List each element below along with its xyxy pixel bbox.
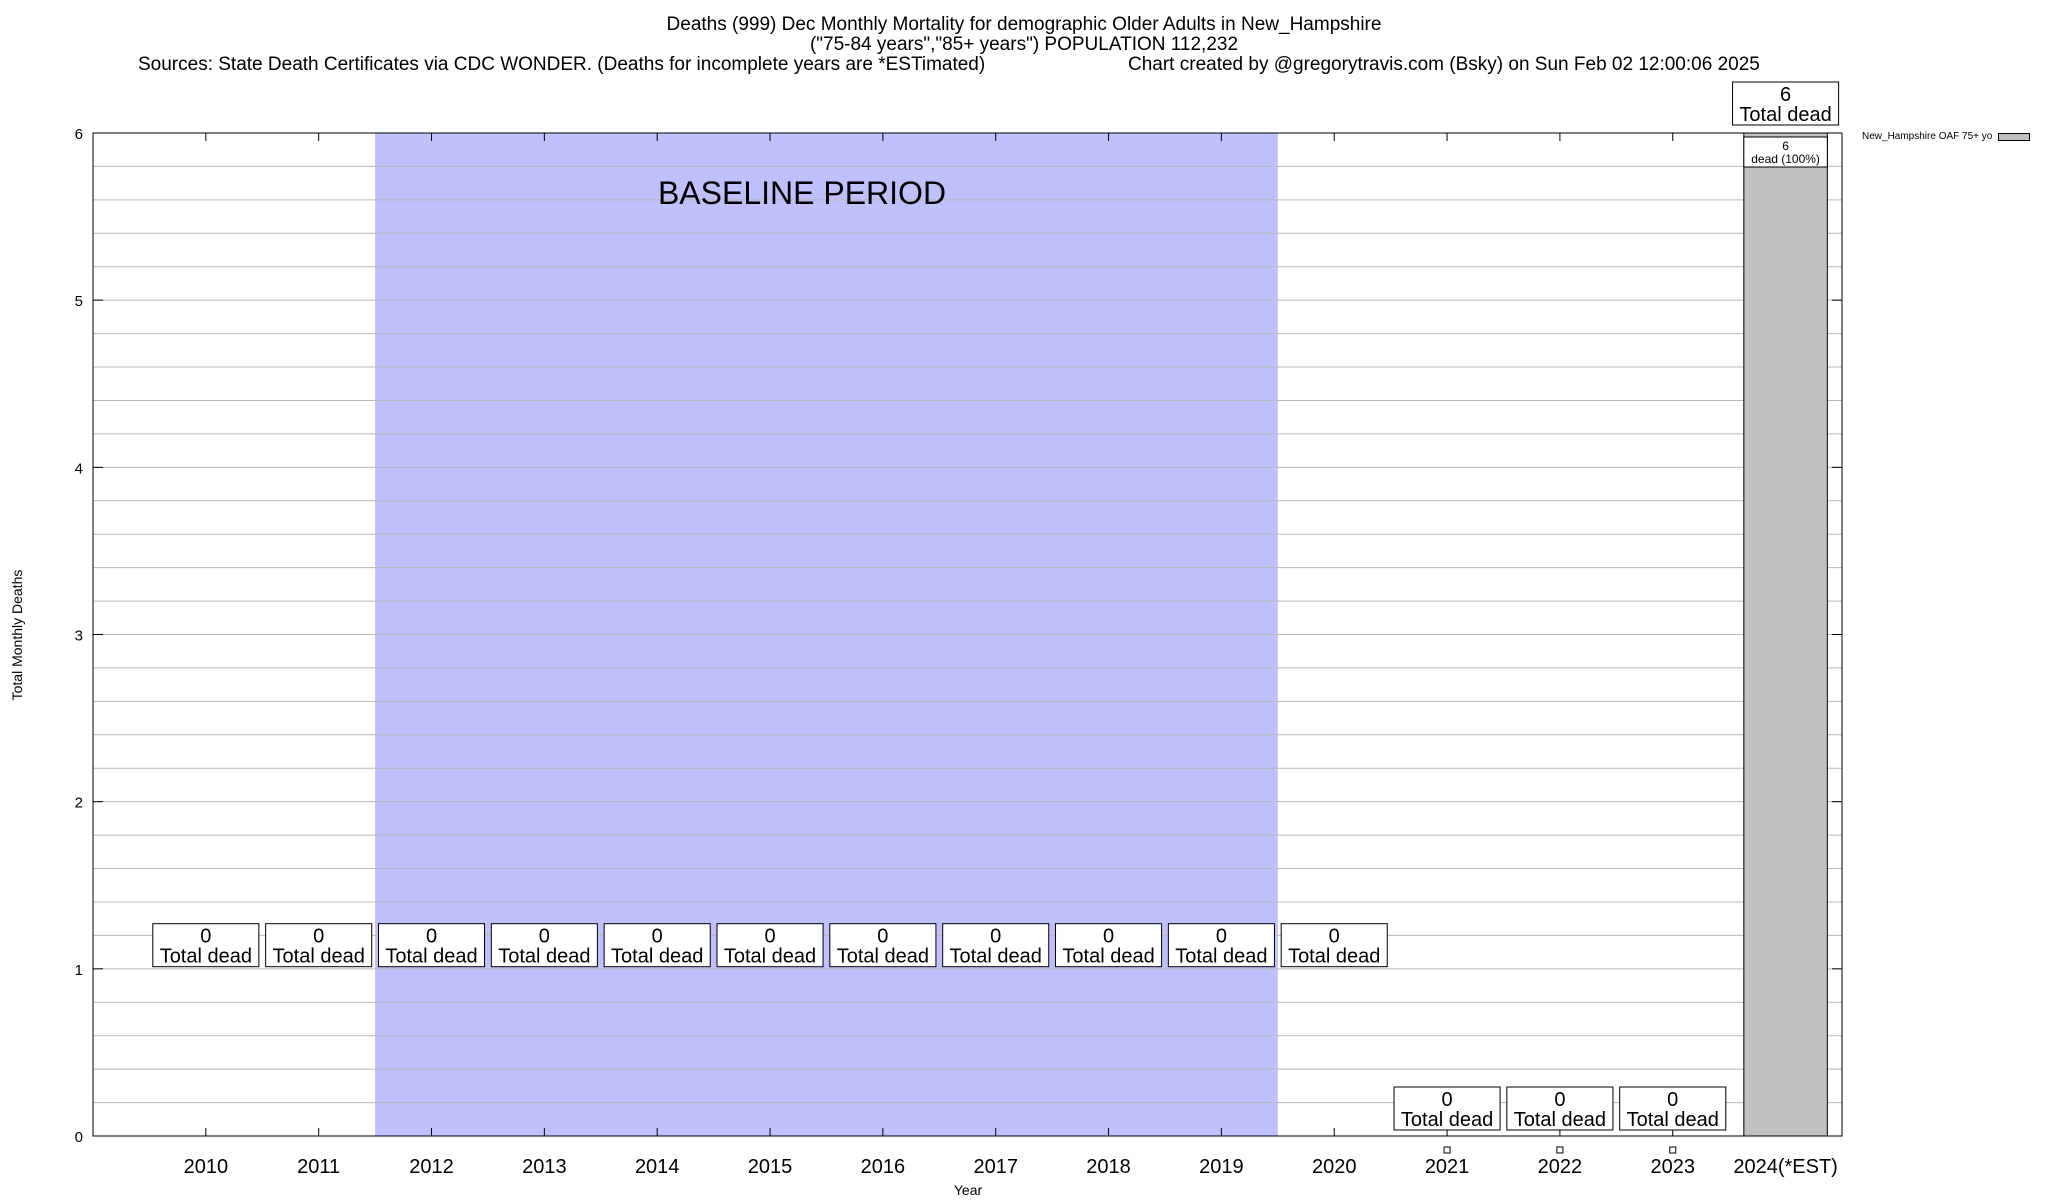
total-label-box: [603, 923, 711, 968]
total-label-value: 0: [764, 926, 775, 948]
zero-marker: [1556, 1146, 1564, 1154]
total-label-box: [1732, 81, 1840, 126]
total-label-text: Total dead: [1062, 946, 1154, 968]
x-tick-label: 2024(*EST): [1733, 1156, 1838, 1178]
legend: New_Hampshire OAF 75+ yo: [1862, 131, 2031, 142]
total-label-text: Total dead: [1627, 1109, 1719, 1131]
x-tick-label: 2013: [522, 1156, 567, 1178]
total-label-box: [1619, 1086, 1727, 1131]
total-label-box: [1393, 1086, 1501, 1131]
total-label-value: 0: [1442, 1089, 1453, 1111]
x-tick-label: 2014: [635, 1156, 680, 1178]
total-label-box: [829, 923, 937, 968]
total-label-text: Total dead: [273, 946, 365, 968]
total-label-value: 0: [1216, 926, 1227, 948]
legend-swatch: [1998, 132, 2031, 141]
x-tick-label: 2016: [861, 1156, 906, 1178]
total-label-value: 0: [313, 926, 324, 948]
total-label-box: [490, 923, 598, 968]
total-label-box: [716, 923, 824, 968]
total-label-box: [377, 923, 486, 968]
total-label-value: 0: [1329, 926, 1340, 948]
total-label-value: 0: [652, 926, 663, 948]
sources-note: Sources: State Death Certificates via CD…: [138, 54, 986, 75]
chart-title: Deaths (999) Dec Monthly Mortality for d…: [666, 14, 1382, 35]
total-label-text: Total dead: [1175, 946, 1267, 968]
segment-label-box: [1743, 136, 1828, 168]
y-axis-label: Total Monthly Deaths: [9, 569, 25, 701]
total-label-text: Total dead: [1739, 104, 1831, 126]
segment-label-value: 6: [1782, 139, 1789, 153]
total-label-box: [1506, 1086, 1614, 1131]
zero-marker: [1443, 1146, 1451, 1154]
total-label-value: 0: [1667, 1089, 1678, 1111]
plot-frame: [92, 132, 1843, 1137]
x-tick-label: 2021: [1425, 1156, 1470, 1178]
total-label-text: Total dead: [1288, 946, 1380, 968]
total-label-text: Total dead: [724, 946, 816, 968]
total-label-value: 6: [1780, 84, 1791, 106]
y-tick-label: 4: [75, 460, 83, 477]
total-label-text: Total dead: [385, 946, 477, 968]
x-tick-label: 2023: [1650, 1156, 1695, 1178]
x-tick-label: 2020: [1312, 1156, 1357, 1178]
x-tick-label: 2010: [184, 1156, 229, 1178]
x-tick-label: 2017: [973, 1156, 1018, 1178]
x-tick-label: 2015: [748, 1156, 793, 1178]
total-label-box: [1280, 923, 1388, 968]
y-tick-label: 3: [75, 628, 83, 645]
total-label-text: Total dead: [611, 946, 703, 968]
y-tick-label: 1: [75, 962, 83, 979]
y-tick-label: 2: [75, 795, 83, 812]
total-label-box: [152, 923, 260, 968]
x-tick-label: 2012: [409, 1156, 454, 1178]
baseline-period-label: BASELINE PERIOD: [657, 175, 947, 211]
legend-entry-label: New_Hampshire OAF 75+ yo: [1862, 131, 1993, 142]
total-label-text: Total dead: [498, 946, 590, 968]
total-label-value: 0: [1103, 926, 1114, 948]
x-axis-label: Year: [953, 1182, 983, 1198]
x-tick-label: 2022: [1538, 1156, 1583, 1178]
total-label-text: Total dead: [160, 946, 252, 968]
total-label-box: [942, 923, 1050, 968]
total-label-text: Total dead: [837, 946, 929, 968]
total-label-value: 0: [877, 926, 888, 948]
total-label-value: 0: [200, 926, 211, 948]
total-label-text: Total dead: [1514, 1109, 1606, 1131]
y-tick-label: 5: [75, 293, 83, 310]
y-tick-label: 6: [75, 126, 83, 143]
y-tick-label: 0: [75, 1129, 83, 1146]
total-label-value: 0: [1554, 1089, 1565, 1111]
zero-marker: [1669, 1146, 1677, 1154]
total-label-text: Total dead: [1401, 1109, 1493, 1131]
x-tick-label: 2018: [1086, 1156, 1131, 1178]
credit-note: Chart created by @gregorytravis.com (Bsk…: [1128, 54, 1760, 75]
total-label-box: [1055, 923, 1163, 968]
total-label-value: 0: [990, 926, 1001, 948]
x-tick-label: 2011: [297, 1156, 340, 1178]
total-label-box: [1167, 923, 1275, 968]
total-label-value: 0: [426, 926, 437, 948]
x-tick-label: 2019: [1199, 1156, 1244, 1178]
bar: [1743, 132, 1828, 1137]
total-label-box: [265, 923, 373, 968]
chart-subtitle: ("75-84 years","85+ years") POPULATION 1…: [809, 34, 1239, 55]
total-label-text: Total dead: [950, 946, 1042, 968]
segment-label-text: dead (100%): [1751, 152, 1820, 166]
total-label-value: 0: [539, 926, 550, 948]
